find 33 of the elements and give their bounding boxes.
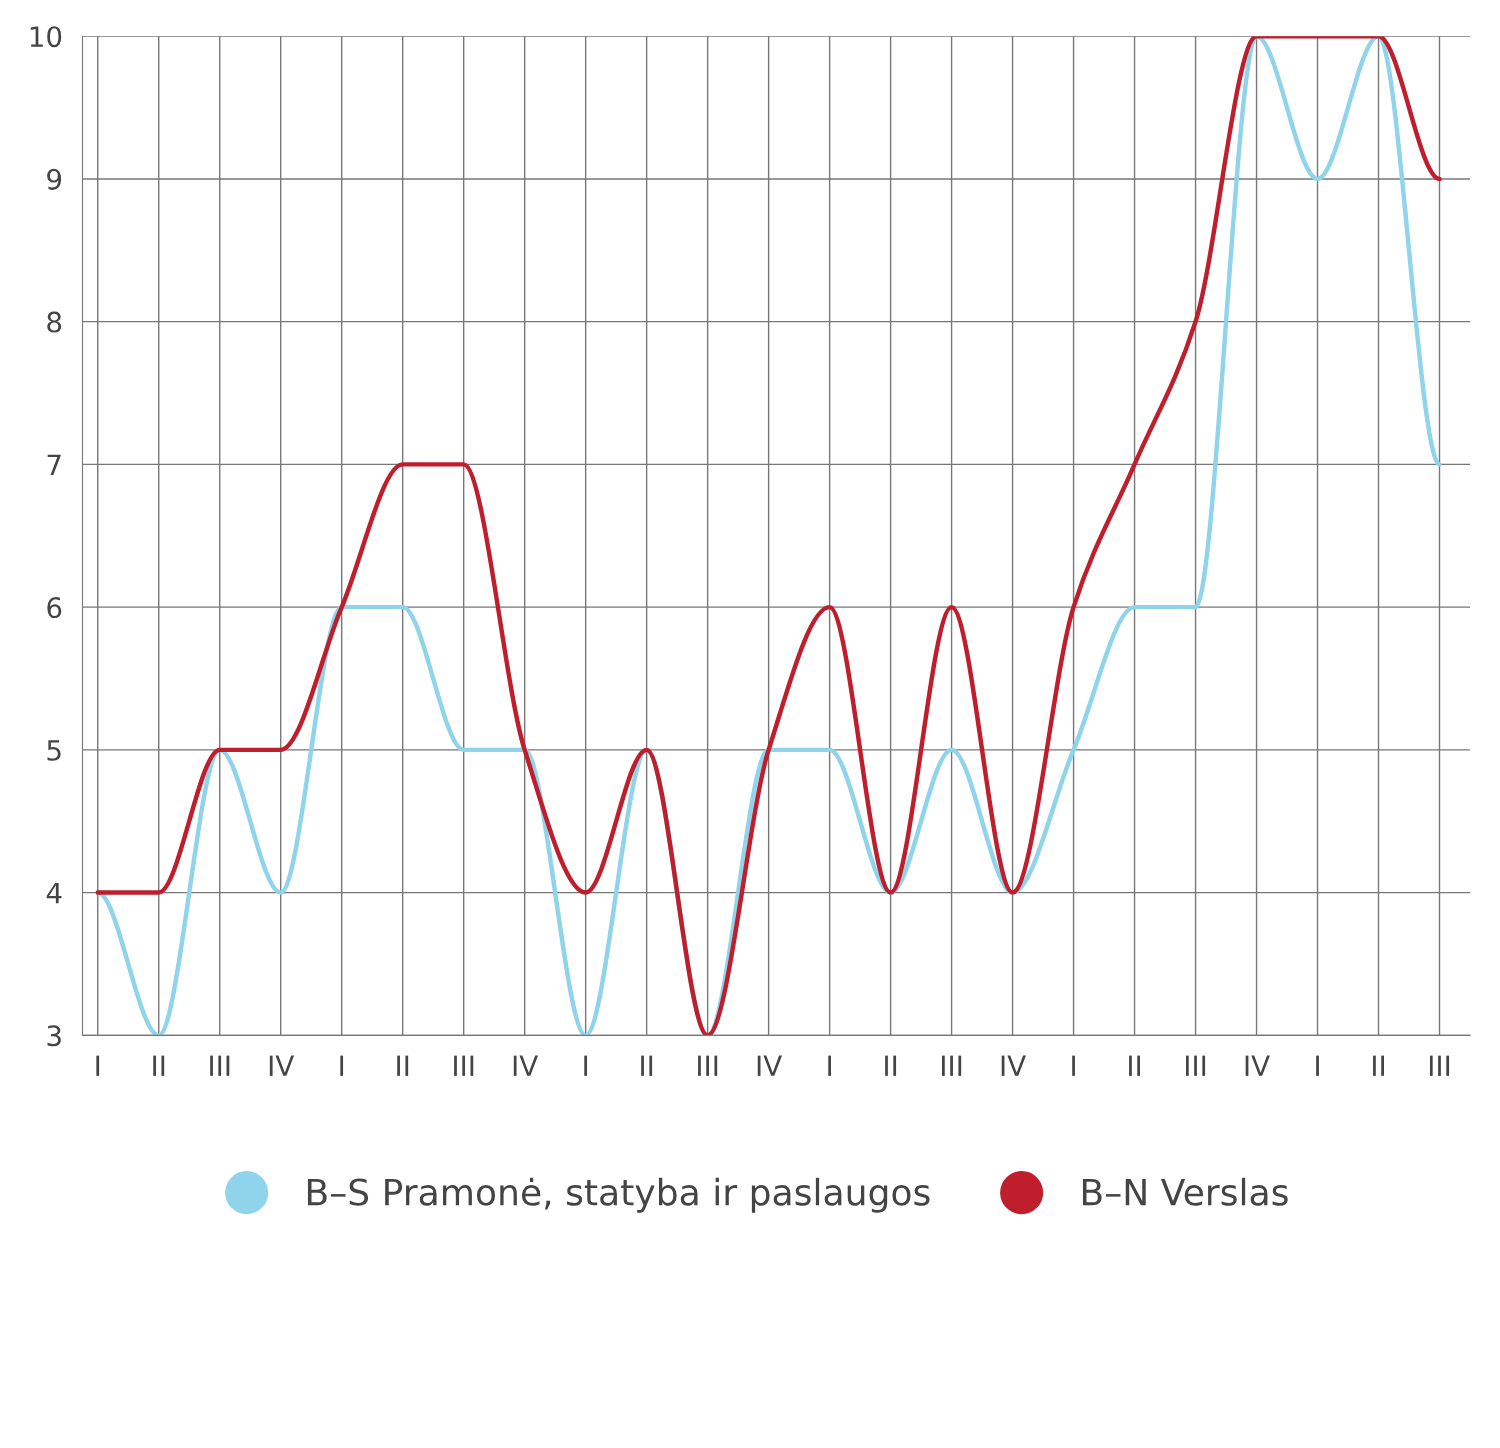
x-tick-label: I bbox=[340, 1055, 344, 1076]
legend-label: B–N Verslas bbox=[1082, 1177, 1288, 1206]
y-tick-label: 6 bbox=[47, 597, 62, 619]
y-tick-label: 3 bbox=[47, 1025, 61, 1047]
x-tick-label: III bbox=[454, 1055, 474, 1076]
x-tick-label: IV bbox=[1001, 1055, 1026, 1076]
x-tick-label: II bbox=[1373, 1055, 1384, 1076]
x-tick-label: II bbox=[153, 1055, 165, 1076]
x-tick-label: I bbox=[1072, 1055, 1075, 1076]
x-tick-label: III bbox=[698, 1055, 718, 1076]
x-tick-label: IV bbox=[1245, 1055, 1270, 1076]
x-tick-label: I bbox=[96, 1055, 100, 1076]
x-tick-label: III bbox=[1429, 1055, 1450, 1076]
y-tick-label: 8 bbox=[47, 311, 62, 333]
x-tick-label: I bbox=[584, 1055, 588, 1076]
x-tick-label: II bbox=[1129, 1055, 1141, 1076]
x-tick-label: II bbox=[885, 1055, 897, 1076]
x-tick-label: IV bbox=[513, 1055, 539, 1076]
y-tick-label: 10 bbox=[30, 26, 62, 48]
x-tick-label: II bbox=[397, 1055, 409, 1076]
x-tick-label: III bbox=[942, 1055, 962, 1076]
y-tick-label: 5 bbox=[47, 740, 61, 761]
x-tick-label: III bbox=[1185, 1055, 1206, 1076]
y-tick-label: 7 bbox=[47, 454, 61, 475]
x-tick-label: IV bbox=[269, 1055, 295, 1076]
y-tick-label: 9 bbox=[47, 168, 62, 190]
legend-label: B–S Pramonė, statyba ir paslaugos bbox=[307, 1177, 930, 1213]
x-tick-label: IV bbox=[757, 1055, 782, 1076]
x-tick-label: III bbox=[210, 1055, 230, 1076]
x-tick-label: II bbox=[641, 1055, 653, 1076]
x-tick-label: I bbox=[1316, 1055, 1319, 1076]
x-tick-label: I bbox=[828, 1055, 831, 1076]
y-tick-label: 4 bbox=[46, 882, 62, 904]
